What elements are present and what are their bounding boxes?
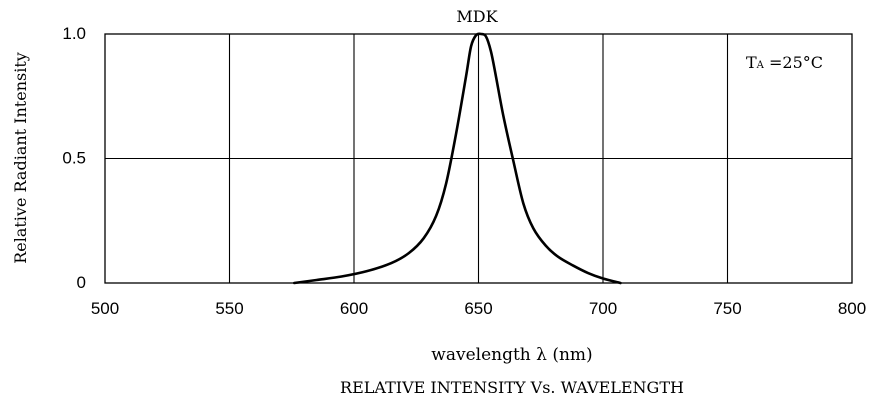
- annotation-t: T: [746, 53, 757, 72]
- x-tick-label: 500: [91, 299, 119, 318]
- intensity-curve: [292, 32, 622, 285]
- x-tick-label: 600: [340, 299, 368, 318]
- annotation-subscript: A: [756, 60, 765, 71]
- x-tick-label: 550: [215, 299, 243, 318]
- y-axis-label: Relative Radiant Intensity: [11, 52, 30, 264]
- x-tick-label: 800: [838, 299, 866, 318]
- x-tick-labels: 500 550 600 650 700 750 800: [91, 299, 866, 318]
- chart-title: MDK: [456, 7, 498, 26]
- annotation-rest: =25°C: [764, 53, 823, 72]
- grid: [105, 34, 852, 283]
- y-tick-labels: 0 0.5 1.0: [62, 24, 86, 292]
- y-tick-label: 1.0: [62, 24, 86, 43]
- x-tick-label: 750: [713, 299, 741, 318]
- chart-caption: RELATIVE INTENSITY Vs. WAVELENGTH: [340, 378, 684, 397]
- x-axis-label: wavelength λ (nm): [431, 345, 592, 365]
- temperature-annotation: TA =25°C: [746, 53, 823, 72]
- y-tick-label: 0: [77, 273, 86, 292]
- y-tick-label: 0.5: [62, 149, 86, 168]
- x-tick-label: 650: [464, 299, 492, 318]
- x-tick-label: 700: [589, 299, 617, 318]
